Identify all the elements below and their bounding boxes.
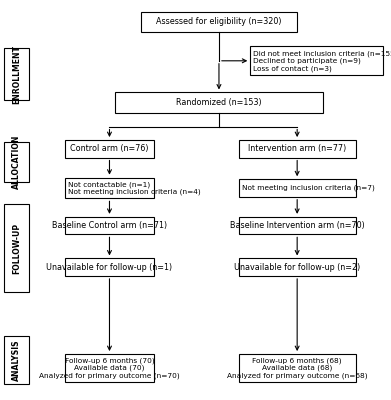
Text: Assessed for eligibility (n=320): Assessed for eligibility (n=320): [156, 18, 282, 26]
Text: Baseline Control arm (n=71): Baseline Control arm (n=71): [52, 221, 167, 230]
FancyBboxPatch shape: [65, 258, 154, 276]
Text: Unavailable for follow-up (n=1): Unavailable for follow-up (n=1): [47, 263, 172, 272]
Text: ENROLLMENT: ENROLLMENT: [12, 44, 21, 104]
Text: Follow-up 6 months (68)
Available data (68)
Analyzed for primary outcome (n=68): Follow-up 6 months (68) Available data (…: [227, 357, 368, 379]
FancyBboxPatch shape: [239, 354, 356, 382]
FancyBboxPatch shape: [4, 204, 29, 292]
FancyBboxPatch shape: [4, 142, 29, 182]
Text: Unavailable for follow-up (n=2): Unavailable for follow-up (n=2): [234, 263, 360, 272]
FancyBboxPatch shape: [239, 140, 356, 158]
Text: Follow-up 6 months (70)
Available data (70)
Analyzed for primary outcome (n=70): Follow-up 6 months (70) Available data (…: [39, 357, 180, 379]
Text: Baseline Intervention arm (n=70): Baseline Intervention arm (n=70): [230, 221, 364, 230]
FancyBboxPatch shape: [141, 12, 297, 32]
FancyBboxPatch shape: [4, 336, 29, 384]
Text: Not contactable (n=1)
Not meeting inclusion criteria (n=4): Not contactable (n=1) Not meeting inclus…: [68, 181, 201, 195]
Text: Control arm (n=76): Control arm (n=76): [70, 144, 149, 153]
FancyBboxPatch shape: [239, 179, 356, 197]
FancyBboxPatch shape: [65, 217, 154, 234]
Text: Randomized (n=153): Randomized (n=153): [176, 98, 262, 107]
Text: FOLLOW-UP: FOLLOW-UP: [12, 222, 21, 274]
Text: ALLOCATION: ALLOCATION: [12, 135, 21, 189]
FancyBboxPatch shape: [65, 354, 154, 382]
FancyBboxPatch shape: [65, 178, 154, 198]
FancyBboxPatch shape: [239, 258, 356, 276]
Text: Did not meet inclusion criteria (n=155)
Declined to participate (n=9)
Loss of co: Did not meet inclusion criteria (n=155) …: [253, 50, 391, 72]
Text: ANALYSIS: ANALYSIS: [12, 339, 21, 381]
FancyBboxPatch shape: [65, 140, 154, 158]
FancyBboxPatch shape: [239, 217, 356, 234]
FancyBboxPatch shape: [4, 48, 29, 100]
Text: Intervention arm (n=77): Intervention arm (n=77): [248, 144, 346, 153]
FancyBboxPatch shape: [115, 92, 323, 113]
FancyBboxPatch shape: [250, 46, 383, 75]
Text: Not meeting inclusion criteria (n=7): Not meeting inclusion criteria (n=7): [242, 185, 375, 191]
